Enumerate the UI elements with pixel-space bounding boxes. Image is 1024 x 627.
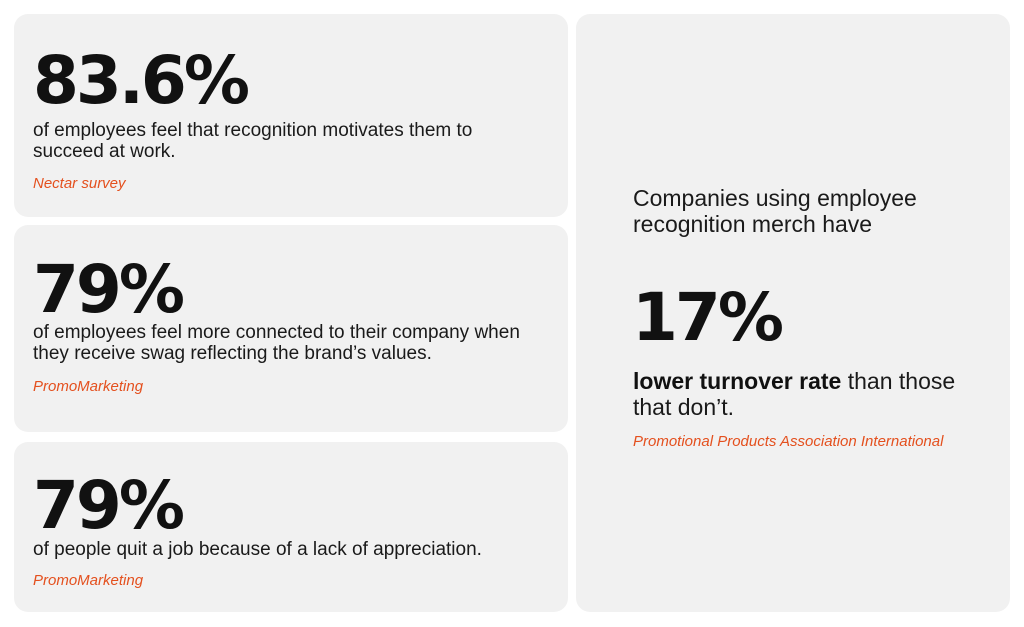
stat-card-appreciation: 79% of people quit a job because of a la… [14, 442, 568, 612]
stat-description: of people quit a job because of a lack o… [33, 539, 482, 560]
feature-stat-card: Companies using employee recognition mer… [576, 14, 1010, 612]
stat-card-recognition: 83.6% of employees feel that recognition… [14, 14, 568, 217]
stat-source: Nectar survey [33, 175, 126, 192]
feature-rest: than those that don’t. [633, 368, 956, 420]
stat-description: of employees feel more connected to thei… [33, 322, 520, 364]
feature-value: 17% [632, 279, 784, 356]
feature-outro: lower turnover rate than those that don’… [633, 368, 963, 420]
stat-source: PromoMarketing [33, 572, 144, 589]
stat-source: PromoMarketing [33, 378, 144, 395]
stat-description: of employees feel that recognition motiv… [33, 120, 473, 162]
feature-highlight: lower turnover rate [633, 368, 842, 394]
stat-value: 79% [33, 467, 185, 544]
feature-source: Promotional Products Association Interna… [633, 433, 944, 450]
stat-card-connection: 79% of employees feel more connected to … [14, 225, 568, 432]
stat-value: 83.6% [33, 42, 250, 119]
feature-intro: Companies using employee recognition mer… [633, 185, 917, 237]
stat-value: 79% [33, 251, 185, 328]
